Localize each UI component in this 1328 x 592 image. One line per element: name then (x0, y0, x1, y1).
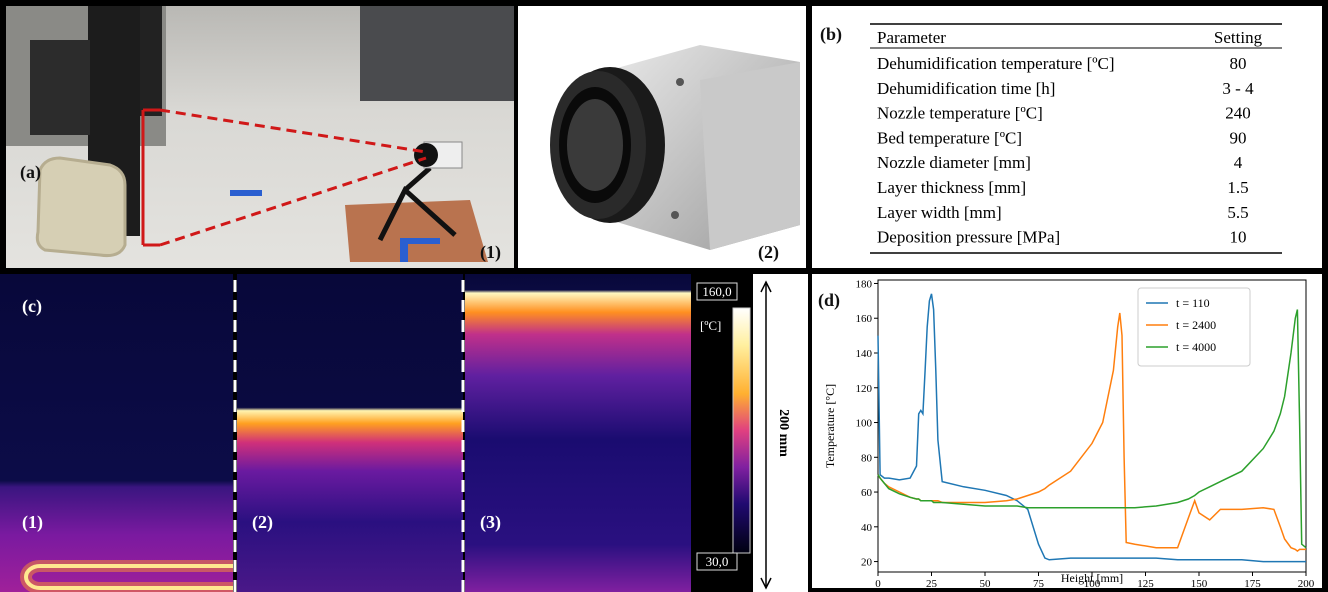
table-cell: 1.5 (1227, 178, 1248, 197)
colorbar (733, 308, 750, 553)
colorbar-min: 30,0 (706, 554, 729, 569)
thermal-image (237, 274, 463, 592)
figure: (a) (1) (2) (b) Parameter Setting Dehumidi… (0, 0, 1328, 592)
x-tick-label: 100 (1084, 578, 1101, 590)
table-cell: Bed temperature [ºC] (877, 128, 1022, 147)
y-tick-label: 80 (861, 452, 873, 464)
y-tick-label: 60 (861, 487, 873, 499)
thermal-image (465, 274, 691, 592)
y-axis-label: Temperature [°C] (823, 384, 837, 468)
table-cell: Layer thickness [mm] (877, 178, 1026, 197)
y-tick-label: 140 (856, 348, 873, 360)
y-tick-label: 100 (856, 418, 873, 430)
table-cell: Setting (1214, 28, 1263, 47)
y-tick-label: 40 (861, 522, 873, 534)
y-tick-label: 180 (856, 278, 873, 290)
table-cell: Nozzle diameter [mm] (877, 153, 1031, 172)
thermal-image (0, 274, 233, 592)
stage-label: (1) (22, 512, 43, 533)
x-tick-label: 125 (1137, 578, 1154, 590)
x-tick-label: 25 (926, 578, 938, 590)
legend-label: t = 2400 (1176, 318, 1216, 332)
colorbar-unit: [ºC] (700, 318, 721, 333)
legend-label: t = 4000 (1176, 340, 1216, 354)
x-tick-label: 150 (1191, 578, 1208, 590)
panel-label: (a) (20, 162, 41, 183)
table-cell: 80 (1230, 54, 1247, 73)
table-cell: 4 (1234, 153, 1243, 172)
x-tick-label: 50 (980, 578, 992, 590)
table-cell: Parameter (877, 28, 946, 47)
legend-label: t = 110 (1176, 296, 1210, 310)
page: (a) (1) (2) (b) Parameter Setting Dehumidi… (0, 0, 1328, 592)
x-tick-label: 75 (1033, 578, 1045, 590)
table-cell: Nozzle temperature [ºC] (877, 104, 1043, 123)
x-tick-label: 200 (1298, 578, 1315, 590)
photo-setup (6, 6, 514, 268)
y-tick-label: 160 (856, 313, 873, 325)
y-tick-label: 120 (856, 383, 873, 395)
table-cell: 10 (1230, 228, 1247, 247)
panel-sub-label: (1) (480, 242, 501, 263)
table-cell: 3 - 4 (1222, 79, 1254, 98)
table-cell: Dehumidification time [h] (877, 79, 1055, 98)
table-cell: 90 (1230, 128, 1247, 147)
table-cell: Dehumidification temperature [ºC] (877, 54, 1115, 73)
x-tick-label: 0 (875, 578, 881, 590)
panel-label: (c) (22, 296, 42, 317)
colorbar-max: 160,0 (702, 284, 731, 299)
panel-label: (b) (820, 24, 842, 45)
panel-label: (2) (758, 242, 779, 263)
scale-label: 200 mm (776, 409, 791, 457)
y-tick-label: 20 (861, 557, 873, 569)
panel-label: (d) (818, 290, 840, 311)
table-cell: Deposition pressure [MPa] (877, 228, 1060, 247)
stage-label: (2) (252, 512, 273, 533)
table-cell: 5.5 (1227, 203, 1248, 222)
table-cell: 240 (1225, 104, 1251, 123)
table-cell: Layer width [mm] (877, 203, 1002, 222)
x-tick-label: 175 (1244, 578, 1261, 590)
stage-label: (3) (480, 512, 501, 533)
